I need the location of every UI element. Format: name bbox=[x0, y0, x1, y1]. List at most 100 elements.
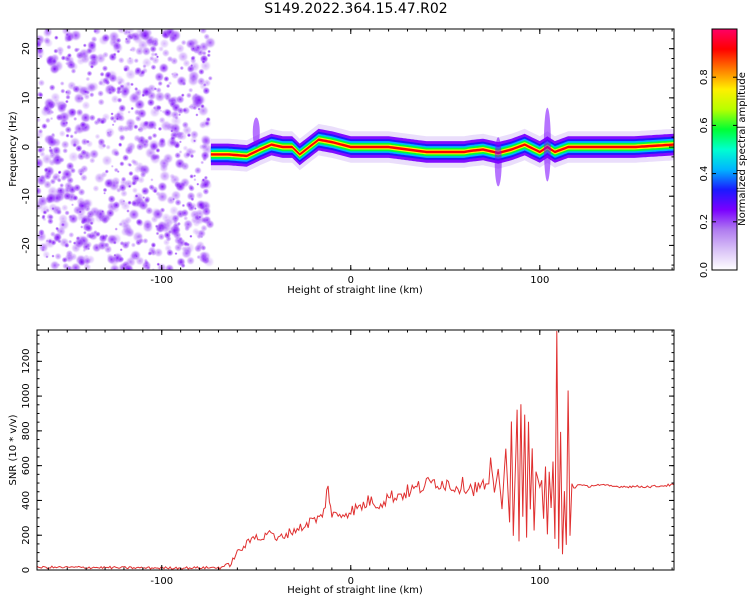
noise-blob bbox=[73, 237, 85, 249]
noise-blob bbox=[95, 52, 107, 64]
noise-blob bbox=[138, 237, 145, 244]
noise-blob bbox=[83, 263, 92, 270]
noise-blob bbox=[61, 256, 68, 264]
noise-blob bbox=[103, 178, 114, 189]
ridge-spike bbox=[543, 107, 551, 182]
noise-blob bbox=[146, 98, 156, 107]
noise-blob bbox=[97, 141, 107, 151]
noise-blob bbox=[57, 218, 70, 231]
noise-blob bbox=[200, 224, 208, 232]
noise-blob bbox=[108, 73, 118, 84]
noise-blob bbox=[151, 132, 158, 139]
noise-blob bbox=[67, 214, 73, 220]
noise-blob bbox=[118, 222, 123, 227]
noise-blob bbox=[75, 109, 85, 118]
noise-blob bbox=[125, 81, 132, 87]
noise-blob bbox=[185, 200, 194, 209]
noise-blob bbox=[56, 102, 68, 114]
noise-blob bbox=[43, 36, 51, 45]
y-tick-label: 1000 bbox=[21, 383, 32, 408]
noise-blob bbox=[79, 125, 88, 134]
noise-blob bbox=[141, 46, 152, 57]
noise-blob bbox=[42, 217, 47, 222]
noise-blob bbox=[68, 231, 75, 238]
y-tick-label: 0 bbox=[21, 144, 32, 150]
noise-blob bbox=[116, 97, 123, 104]
noise-blob bbox=[150, 178, 154, 182]
noise-blob bbox=[60, 55, 67, 61]
noise-blob bbox=[139, 135, 145, 141]
noise-blob bbox=[39, 150, 46, 158]
noise-blob bbox=[58, 130, 66, 138]
noise-blob bbox=[178, 131, 188, 141]
noise-blob bbox=[70, 68, 77, 74]
noise-blob bbox=[145, 265, 151, 270]
colorbar-label: Normalized spectral amplitude bbox=[737, 72, 748, 226]
noise-blob bbox=[143, 197, 151, 204]
noise-blob bbox=[80, 173, 88, 182]
noise-blob bbox=[37, 231, 47, 243]
noise-blob bbox=[147, 135, 153, 141]
noise-blob bbox=[157, 181, 168, 192]
noise-blob bbox=[152, 36, 160, 45]
noise-blob bbox=[101, 65, 109, 72]
noise-blob bbox=[42, 29, 53, 38]
y-tick-label: -20 bbox=[21, 237, 32, 253]
noise-blob bbox=[195, 240, 205, 250]
noise-blob bbox=[162, 217, 174, 229]
x-tick-label: -100 bbox=[150, 576, 173, 587]
noise-blob bbox=[112, 52, 117, 57]
noise-blob bbox=[82, 248, 87, 253]
noise-blob bbox=[123, 264, 135, 270]
noise-blob bbox=[122, 29, 130, 36]
noise-blob bbox=[135, 142, 145, 152]
noise-blob bbox=[128, 170, 134, 177]
noise-blob bbox=[154, 91, 166, 103]
noise-blob bbox=[178, 140, 182, 144]
noise-blob bbox=[117, 256, 125, 264]
noise-blob bbox=[65, 133, 70, 138]
noise-blob bbox=[207, 75, 213, 81]
noise-blob bbox=[111, 123, 115, 127]
noise-blob bbox=[131, 181, 137, 186]
noise-blob bbox=[82, 43, 87, 48]
noise-blob bbox=[78, 172, 83, 177]
noise-blob bbox=[94, 231, 101, 238]
noise-blob bbox=[150, 64, 157, 71]
noise-blob bbox=[154, 71, 165, 83]
noise-blob bbox=[180, 93, 185, 98]
noise-blob bbox=[59, 182, 65, 188]
noise-blob bbox=[185, 151, 191, 158]
noise-blob bbox=[78, 48, 90, 60]
noise-blob bbox=[133, 57, 140, 64]
colorbar-tick-label: 0.2 bbox=[699, 214, 710, 230]
noise-blob bbox=[116, 49, 121, 54]
noise-blob bbox=[141, 67, 148, 74]
noise-blob bbox=[179, 65, 185, 71]
noise-blob bbox=[86, 40, 98, 51]
noise-blob bbox=[165, 83, 171, 89]
ridge-spike bbox=[494, 137, 502, 187]
noise-blob bbox=[121, 154, 130, 162]
noise-blob bbox=[155, 55, 160, 59]
noise-blob bbox=[174, 151, 182, 159]
noise-blob bbox=[196, 182, 200, 186]
noise-blob bbox=[119, 161, 125, 167]
noise-blob bbox=[87, 247, 91, 251]
noise-blob bbox=[133, 134, 142, 143]
noise-blob bbox=[47, 217, 54, 225]
noise-blob bbox=[101, 112, 111, 122]
noise-blob bbox=[159, 170, 171, 182]
y-tick-label: 600 bbox=[21, 456, 32, 475]
noise-blob bbox=[86, 214, 91, 219]
noise-blob bbox=[158, 62, 170, 74]
noise-blob bbox=[104, 169, 110, 174]
noise-blob bbox=[185, 38, 196, 50]
noise-blob bbox=[181, 203, 186, 208]
noise-blob bbox=[56, 263, 61, 267]
noise-blob bbox=[70, 203, 75, 207]
noise-blob bbox=[98, 233, 108, 244]
noise-blob bbox=[174, 252, 178, 256]
